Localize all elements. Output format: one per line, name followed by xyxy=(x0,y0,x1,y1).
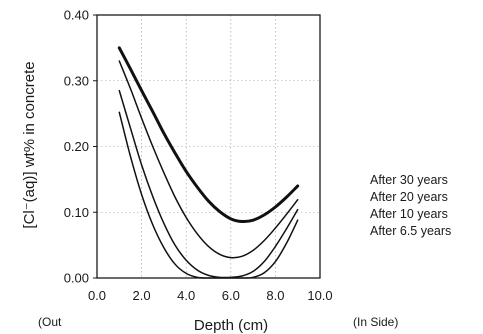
series-lines xyxy=(117,46,300,279)
y-tick-label: 0.30 xyxy=(64,73,89,88)
x-tick-label: 0.0 xyxy=(88,288,106,303)
x-side-label-out: (Out xyxy=(38,315,62,329)
y-axis-ticks: 0.00 0.10 0.20 0.30 0.40 xyxy=(64,8,97,286)
series-line-1 xyxy=(118,60,299,259)
legend-entry: After 6.5 years xyxy=(370,224,451,238)
y-tick-label: 0.40 xyxy=(64,8,89,23)
x-tick-label: 6.0 xyxy=(222,288,240,303)
x-axis-title: Depth (cm) xyxy=(194,317,268,334)
x-tick-label: 4.0 xyxy=(177,288,195,303)
x-side-label-in-side: (In Side) xyxy=(353,315,398,329)
y-tick-label: 0.00 xyxy=(64,271,89,286)
legend-entry: After 30 years xyxy=(370,173,448,187)
x-axis-ticks: 0.0 2.0 4.0 6.0 8.0 10.0 xyxy=(88,288,333,303)
legend: After 30 years After 20 years After 10 yea… xyxy=(370,173,451,238)
x-tick-label: 8.0 xyxy=(266,288,284,303)
series-line-0 xyxy=(117,46,300,224)
legend-entry: After 20 years xyxy=(370,190,448,204)
grid xyxy=(97,15,320,278)
y-tick-label: 0.10 xyxy=(64,205,89,220)
x-tick-label: 10.0 xyxy=(307,288,332,303)
series-line-2 xyxy=(118,89,299,279)
y-tick-label: 0.20 xyxy=(64,139,89,154)
x-tick-label: 2.0 xyxy=(133,288,151,303)
legend-entry: After 10 years xyxy=(370,207,448,221)
y-axis-title: [Cl⁻(aq)] wt% in concrete xyxy=(21,61,38,228)
